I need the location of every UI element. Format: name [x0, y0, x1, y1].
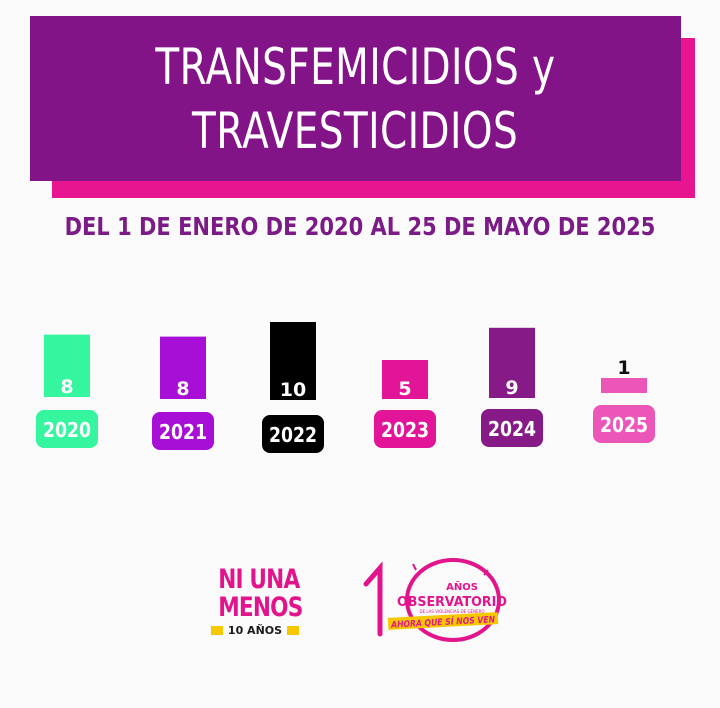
- year-pill-2022: [262, 415, 324, 453]
- title-banner: TRANSFEMICIDIOS y TRAVESTICIDIOS: [30, 16, 681, 181]
- year-pill-2024: [481, 409, 543, 447]
- observatorio-sub: DE LAS VIOLENCIAS DE GÉNERO: [419, 609, 484, 614]
- year-label-2021: 2021: [159, 420, 207, 444]
- subtitle: DEL 1 DE ENERO DE 2020 AL 25 DE MAYO DE …: [64, 212, 656, 241]
- observatorio-anos: AÑOS: [446, 580, 478, 593]
- value-label-2024: 9: [505, 377, 518, 399]
- value-label-2020: 8: [60, 376, 73, 398]
- bar-2024: [489, 327, 535, 398]
- value-label-2022: 10: [280, 379, 306, 401]
- bar-2023: [382, 360, 428, 399]
- bar-2022: [270, 322, 316, 400]
- year-pill-2021: [152, 412, 214, 450]
- year-pill-2020: [36, 410, 98, 448]
- ni-una-menos-line1: NI UNA: [218, 564, 300, 595]
- year-label-2023: 2023: [381, 418, 429, 442]
- ni-una-menos-tag: 10 AÑOS: [209, 622, 301, 638]
- title-line-2: TRAVESTICIDIOS: [192, 101, 519, 160]
- observatorio-logo: AÑOS OBSERVATORIO DE LAS VIOLENCIAS DE G…: [363, 558, 507, 642]
- value-label-2023: 5: [398, 378, 411, 400]
- year-pill-2025: [593, 405, 655, 443]
- title-line-1: TRANSFEMICIDIOS y: [155, 37, 556, 96]
- observatorio-name: OBSERVATORIO: [397, 595, 507, 610]
- ni-una-menos-line2: MENOS: [218, 592, 303, 623]
- year-label-2020: 2020: [43, 418, 91, 442]
- value-label-2021: 8: [176, 378, 189, 400]
- bar-chart: 8 2020 8 2021 10 2022 5 2023 9 2024 1 2025: [36, 322, 655, 453]
- ni-una-menos-logo: NI UNA MENOS 10 AÑOS: [209, 564, 303, 644]
- year-label-2024: 2024: [488, 417, 536, 441]
- bar-2021: [160, 336, 206, 399]
- bar-2020: [44, 334, 90, 397]
- year-label-2022: 2022: [269, 423, 317, 447]
- year-label-2025: 2025: [600, 413, 648, 437]
- bar-2025: [601, 378, 647, 393]
- ni-una-menos-tag-text: 10 AÑOS: [227, 623, 283, 637]
- year-pill-2023: [374, 410, 436, 448]
- value-label-2025: 1: [617, 357, 630, 379]
